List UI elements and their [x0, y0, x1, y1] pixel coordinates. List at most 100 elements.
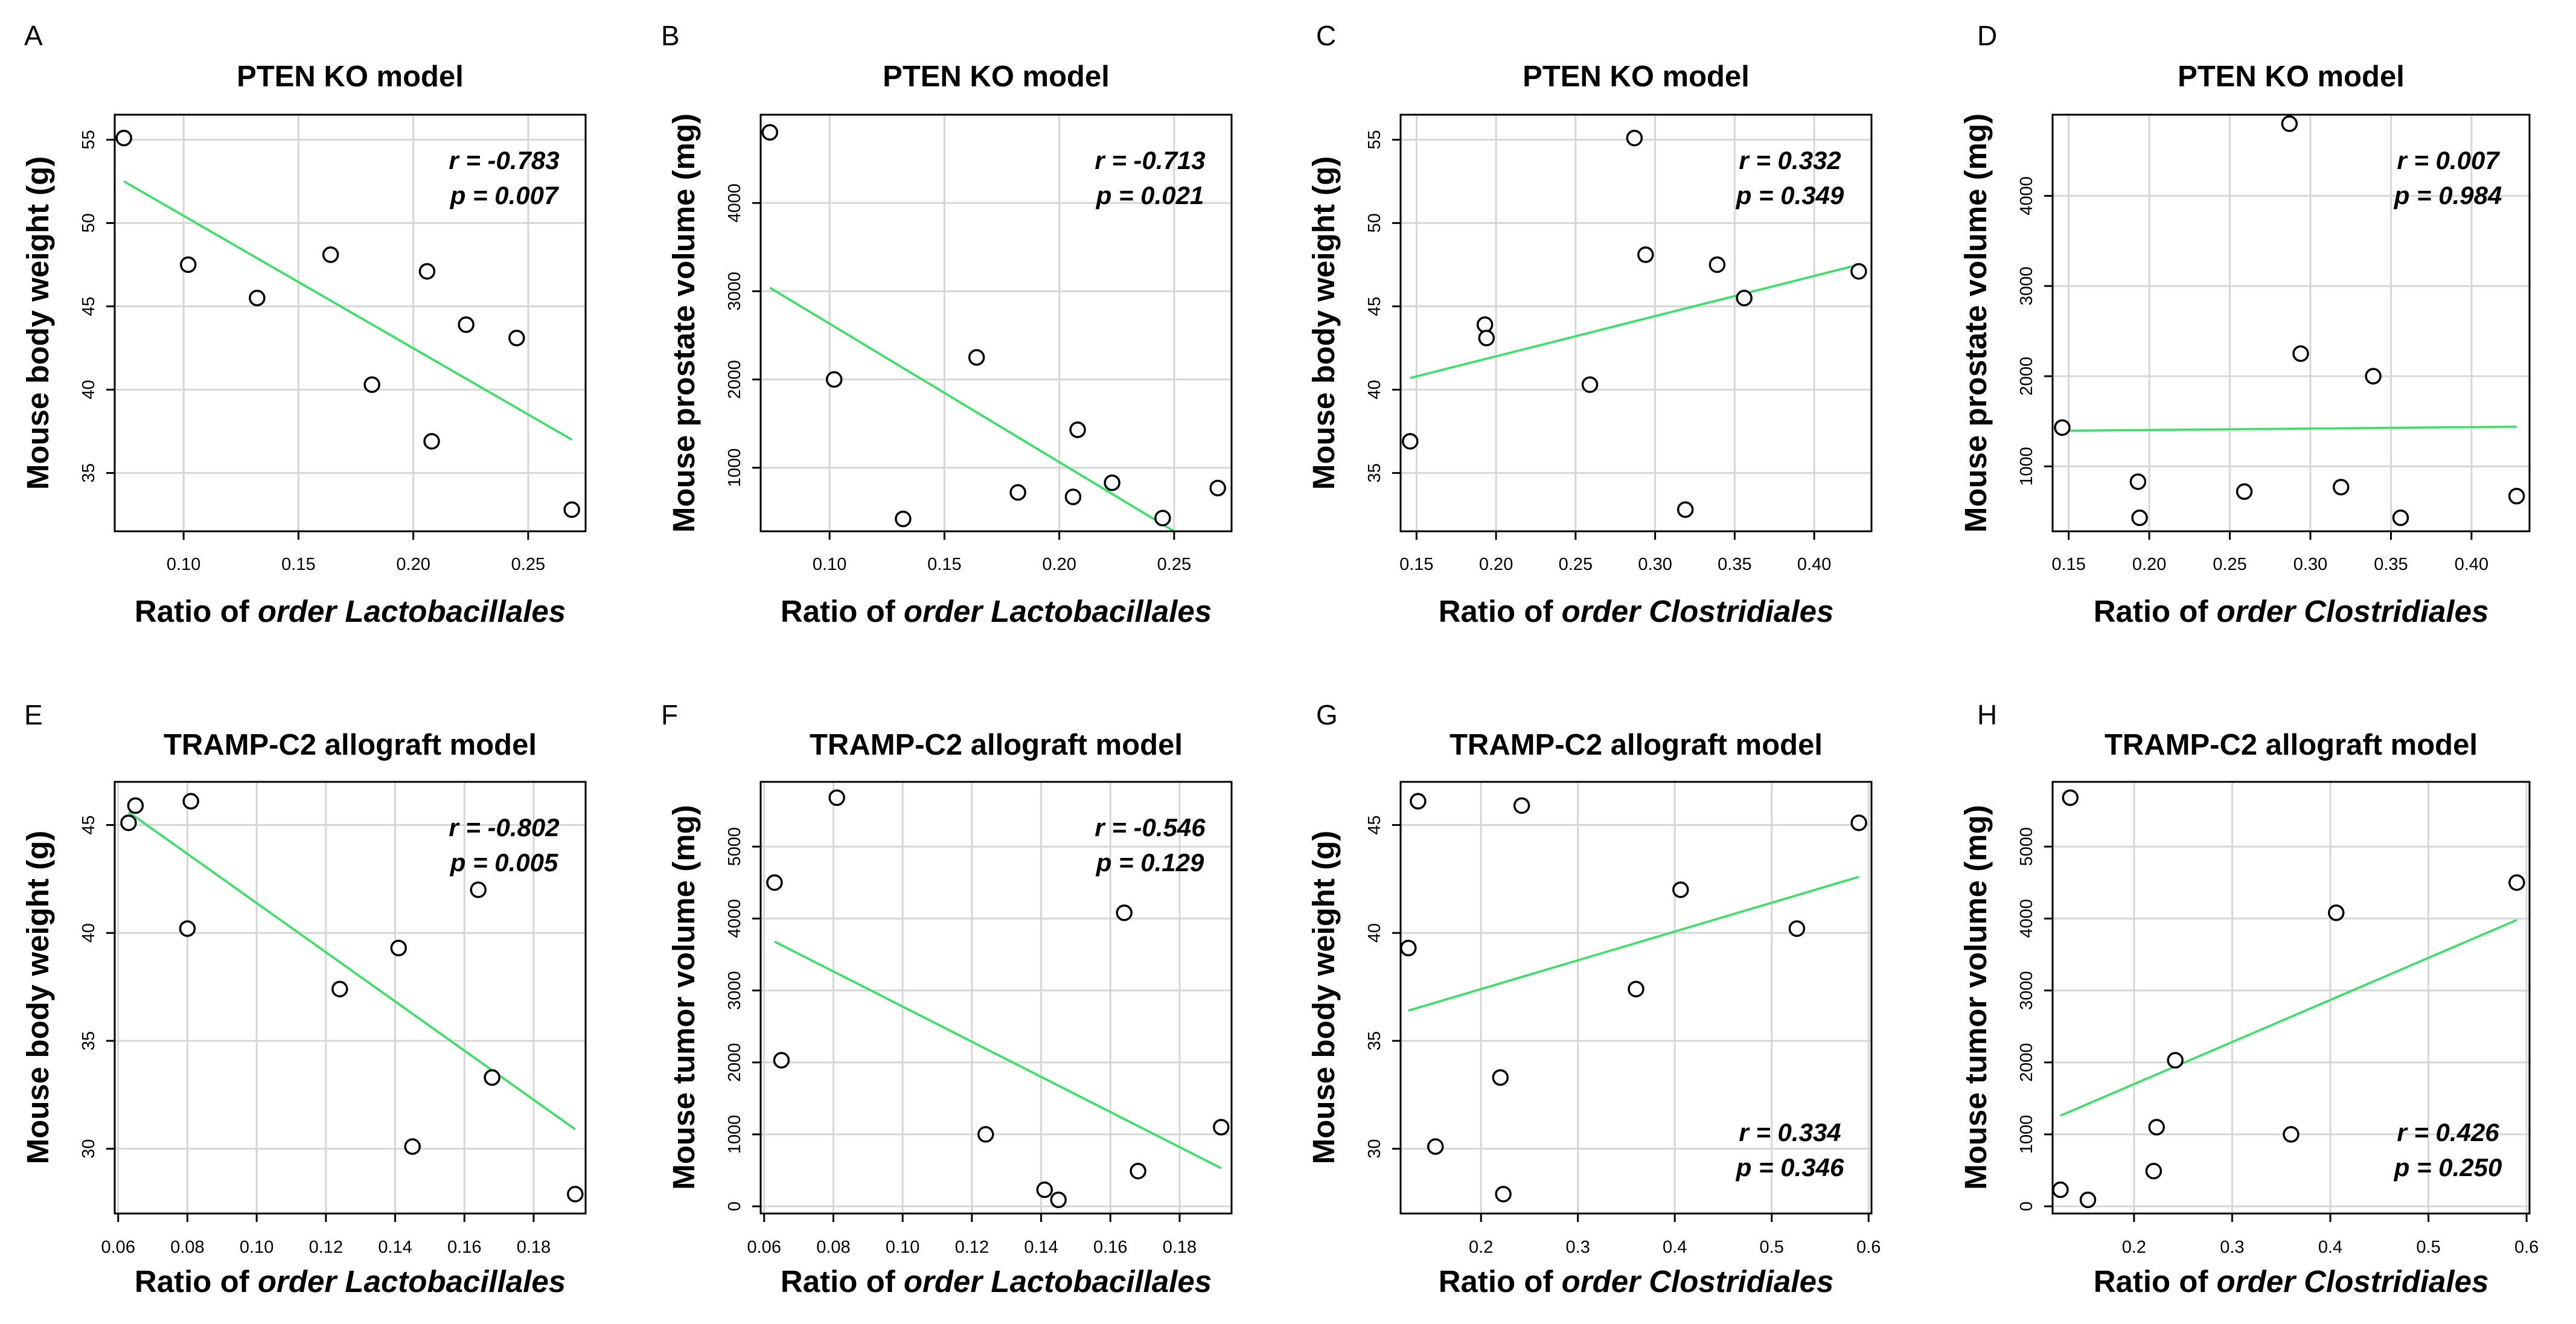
y-tick-label: 35 — [79, 463, 98, 482]
data-point — [1492, 1069, 1509, 1086]
data-point — [508, 330, 525, 347]
data-point — [1213, 1119, 1230, 1136]
data-point — [2062, 789, 2079, 806]
panel-letter-a: A — [24, 20, 43, 51]
data-point — [1402, 433, 1419, 450]
y-tick-label: 0 — [2017, 1201, 2036, 1211]
data-point — [2328, 904, 2345, 921]
data-point — [120, 814, 137, 831]
x-tick-label: 0.10 — [167, 555, 200, 574]
data-point — [249, 289, 266, 307]
data-point — [2392, 509, 2409, 526]
y-tick-label: 55 — [1365, 130, 1384, 149]
y-axis-label: Mouse tumor volume (mg) — [666, 805, 701, 1190]
x-tick-label: 0.25 — [1559, 555, 1593, 574]
x-tick-label: 0.35 — [1718, 555, 1751, 574]
panel-letter-h: H — [1977, 699, 1997, 731]
panel-b: B PTEN KO model 0.10 0.15 0.20 0.25 1000 2000 30… — [661, 20, 1233, 628]
stat-r-label: r = 0.426 — [2397, 1118, 2499, 1147]
x-axis-label: Ratio of order Lactobacillales — [781, 594, 1212, 628]
data-point — [1400, 939, 1417, 957]
x-axis-label-taxon: order Lactobacillales — [904, 594, 1212, 628]
x-axis-label-prefix: Ratio of — [2094, 594, 2217, 628]
y-tick-label: 50 — [79, 213, 98, 232]
data-point — [766, 874, 783, 891]
panel-a: A PTEN KO model 0.10 0.15 0.20 0.25 35 40 45 50 55… — [21, 20, 587, 628]
chart-title-h: TRAMP-C2 allograft model — [2105, 729, 2478, 761]
data-point — [2079, 1191, 2097, 1209]
data-point — [1736, 289, 1753, 307]
y-tick-label: 0 — [725, 1201, 744, 1211]
x-tick-label: 0.15 — [281, 555, 315, 574]
data-point — [182, 793, 199, 810]
data-point — [2167, 1052, 2184, 1069]
x-axis-label: Ratio of order Lactobacillales — [135, 1264, 566, 1299]
data-point — [2052, 1181, 2069, 1198]
y-tick-label: 3000 — [2017, 971, 2036, 1010]
chart-title-d: PTEN KO model — [2178, 60, 2405, 93]
stat-r-label: r = -0.713 — [1095, 146, 1205, 174]
data-point — [563, 501, 580, 518]
data-point — [2236, 483, 2253, 500]
data-point — [1476, 316, 1494, 333]
x-axis-label: Ratio of order Clostridiales — [2094, 594, 2489, 628]
data-point — [1850, 263, 1867, 280]
x-tick-label: 0.06 — [101, 1238, 135, 1257]
y-axis-label: Mouse tumor volume (mg) — [1958, 805, 1993, 1190]
x-tick-label: 0.15 — [927, 555, 961, 574]
stat-r-label: r = 0.007 — [2397, 146, 2500, 174]
x-axis-label: Ratio of order Clostridiales — [2094, 1264, 2489, 1299]
data-point — [1064, 488, 1082, 505]
x-axis-label-taxon: order Lactobacillales — [258, 594, 566, 628]
y-tick-label: 3000 — [2017, 267, 2036, 306]
data-point — [1626, 129, 1643, 147]
data-point — [1116, 904, 1133, 921]
x-axis-label-taxon: order Clostridiales — [1562, 1264, 1834, 1299]
y-tick-label: 1000 — [2017, 447, 2036, 486]
data-point — [826, 371, 843, 388]
y-tick-label: 1000 — [2017, 1115, 2036, 1154]
data-point — [180, 256, 197, 273]
stat-r-label: r = -0.546 — [1095, 813, 1206, 842]
x-tick-label: 0.08 — [170, 1238, 204, 1257]
x-tick-label: 0.30 — [2293, 555, 2327, 574]
regression-line — [127, 811, 576, 1131]
x-axis-label-prefix: Ratio of — [1439, 1264, 1562, 1299]
data-point — [1154, 510, 1171, 526]
x-axis-label-taxon: order Clostridiales — [1562, 594, 1834, 628]
data-point — [2131, 509, 2148, 526]
x-tick-label: 0.2 — [2122, 1238, 2146, 1257]
x-axis-label: Ratio of order Lactobacillales — [135, 594, 566, 628]
x-tick-label: 0.3 — [2220, 1238, 2244, 1257]
regression-line — [2060, 919, 2517, 1117]
plot-frame — [759, 781, 1233, 1215]
panel-letter-c: C — [1316, 20, 1336, 51]
y-tick-label: 3000 — [725, 971, 744, 1010]
data-point — [179, 920, 196, 937]
data-point — [1209, 479, 1226, 497]
data-point — [418, 263, 436, 280]
data-point — [484, 1069, 500, 1086]
x-tick-label: 0.30 — [1638, 555, 1672, 574]
panel-g: G TRAMP-C2 allograft model 0.2 0.3 0.4 0.5 0.6… — [1306, 699, 1881, 1299]
panel-e: E TRAMP-C2 allograft model 0.06 0.08 0.10 0.1… — [21, 699, 587, 1299]
y-tick-label: 5000 — [725, 827, 744, 866]
data-point — [1850, 814, 1867, 831]
regression-line — [2062, 426, 2517, 432]
x-axis-label-prefix: Ratio of — [135, 1264, 258, 1299]
y-tick-label: 45 — [1365, 815, 1384, 834]
data-point — [2129, 473, 2147, 490]
data-point — [363, 376, 380, 393]
data-point — [115, 129, 132, 147]
data-point — [390, 939, 407, 957]
y-tick-label: 2000 — [2017, 1043, 2036, 1082]
x-axis-label-prefix: Ratio of — [2094, 1264, 2217, 1299]
x-tick-label: 0.15 — [1399, 555, 1433, 574]
data-point — [2508, 874, 2525, 891]
x-tick-label: 0.6 — [1856, 1238, 1881, 1257]
x-axis-label-prefix: Ratio of — [1439, 594, 1562, 628]
y-tick-label: 30 — [79, 1139, 98, 1159]
y-tick-label: 35 — [79, 1031, 98, 1051]
x-tick-label: 0.2 — [1469, 1238, 1493, 1257]
x-tick-label: 0.06 — [747, 1238, 781, 1257]
